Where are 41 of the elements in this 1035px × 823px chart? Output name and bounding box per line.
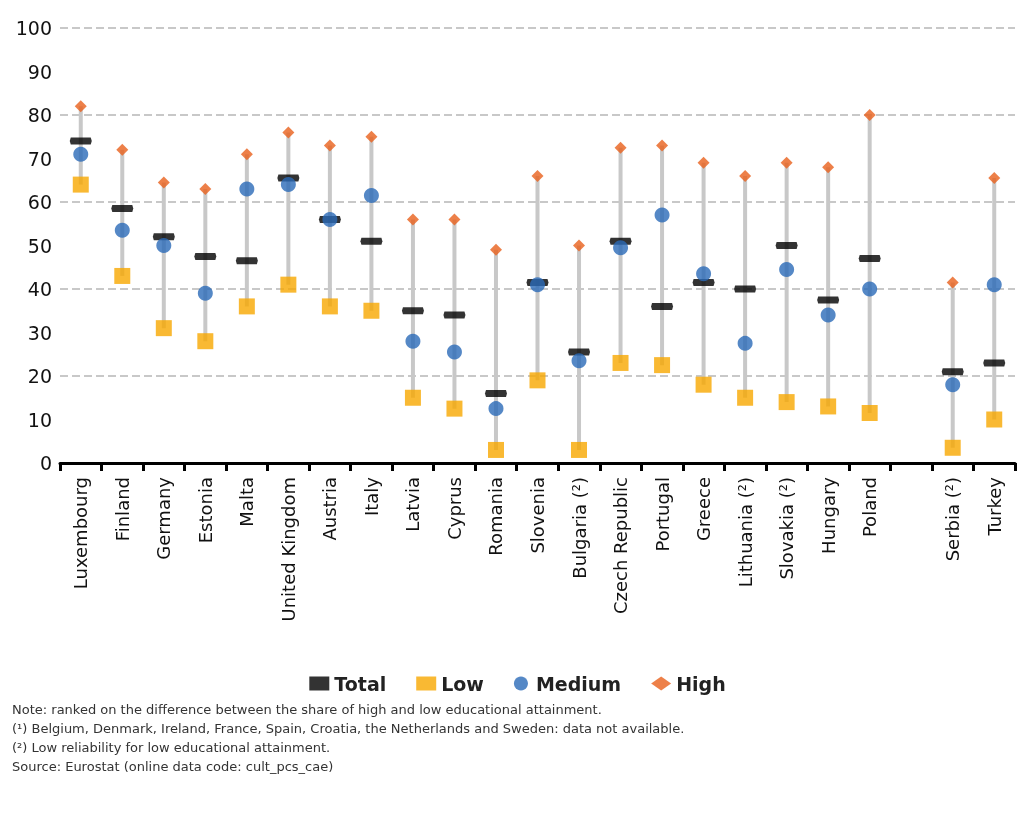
- y-tick-label: 20: [27, 365, 52, 387]
- x-tick-label: Turkey: [983, 476, 1005, 537]
- x-tick-label: Lithuania (²): [734, 477, 756, 588]
- x-tick-label: Czech Republic: [610, 477, 632, 615]
- text: (¹) Belgium, Denmark, Ireland, France, Spain, Croatia, the Netherlands and Sweden: data not available.: [12, 721, 686, 736]
- x-tick-label: United Kingdom: [277, 477, 299, 622]
- x-tick-label: Romania: [485, 477, 507, 556]
- x-tick-label: Italy: [360, 476, 382, 517]
- y-tick-label: 60: [27, 191, 52, 213]
- text: Note: ranked on the difference between the share of high and low educational attainment.: [12, 702, 603, 717]
- text: (²) Low reliability for low educational attainment.: [12, 740, 332, 755]
- y-tick-label: 80: [27, 104, 52, 126]
- legend-label: Low: [441, 672, 484, 695]
- x-tick-label: Poland: [859, 477, 881, 538]
- x-tick-label: Estonia: [194, 477, 216, 544]
- y-tick-label: 50: [27, 234, 52, 257]
- x-tick-label: Slovenia: [527, 477, 548, 554]
- y-tick-label: 0: [39, 452, 52, 474]
- y-tick-label: 30: [27, 321, 52, 344]
- x-tick-label: Austria: [319, 477, 341, 541]
- x-tick-label: Bulgaria (²): [568, 477, 590, 579]
- x-tick-label: Greece: [693, 477, 715, 542]
- y-tick-label: 100: [15, 17, 52, 39]
- x-tick-label: Latvia: [402, 477, 424, 532]
- legend-label: Total: [334, 672, 387, 695]
- x-tick-label: Finland: [111, 477, 133, 542]
- legend-label: Medium: [535, 672, 622, 695]
- x-tick-label: Luxembourg: [70, 477, 92, 590]
- legend-label: High: [676, 672, 726, 695]
- x-tick-label: Serbia (²): [942, 477, 964, 562]
- y-tick-label: 90: [27, 60, 52, 83]
- x-tick-label: Hungary: [817, 476, 839, 554]
- x-tick-label: Slovakia (²): [776, 477, 798, 580]
- y-tick-label: 40: [27, 278, 52, 300]
- y-tick-label: 10: [27, 408, 52, 431]
- y-tick-label: 70: [27, 147, 52, 170]
- x-tick-label: Malta: [236, 477, 258, 527]
- x-tick-label: Cyprus: [443, 477, 465, 540]
- source-note: Source: Eurostat (online data code: cult_pcs_cae): [12, 759, 335, 774]
- x-tick-label: Portugal: [651, 477, 673, 552]
- x-tick-label: Germany: [153, 476, 175, 560]
